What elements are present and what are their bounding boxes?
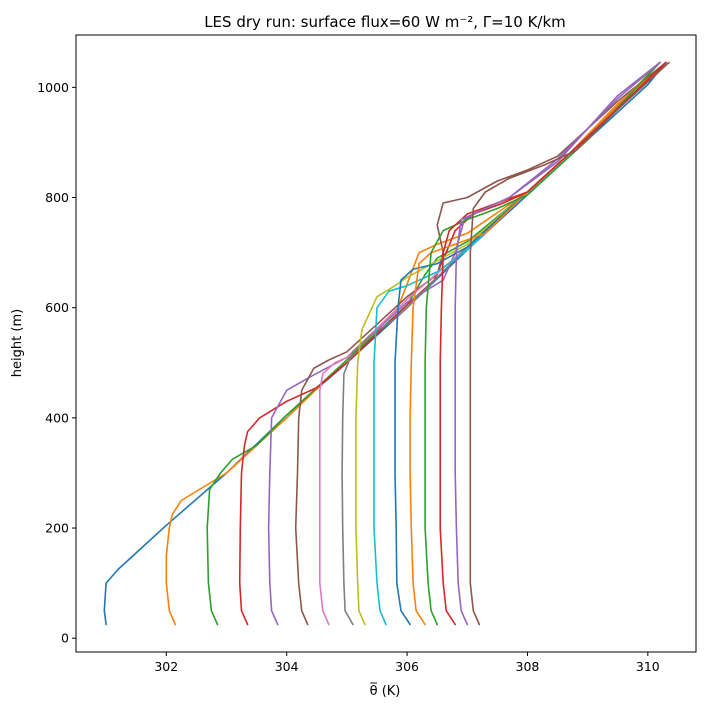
series-line-2 (165, 61, 667, 626)
y-axis: 0 200 400 600 800 1000 (37, 80, 76, 646)
series-line-4 (238, 61, 667, 626)
y-axis-label: height (m) (10, 309, 25, 377)
x-tick-label: 308 (516, 659, 540, 674)
chart-title: LES dry run: surface flux=60 W m⁻², Γ=10… (204, 13, 566, 31)
series-line-14 (439, 61, 667, 626)
y-tick-label: 0 (61, 631, 69, 646)
series-line-16 (469, 61, 670, 626)
series-line-7 (318, 61, 661, 626)
x-tick-label: 304 (275, 659, 299, 674)
y-tick-label: 400 (45, 410, 69, 425)
series-line-6 (294, 61, 667, 626)
series-line-5 (267, 61, 661, 626)
series-line-15 (454, 61, 661, 626)
x-axis-label: θ̅ (K) (370, 683, 401, 699)
series-line-13 (424, 61, 661, 626)
y-tick-label: 800 (45, 190, 69, 205)
plot-frame (75, 34, 697, 653)
series-line-9 (355, 61, 661, 626)
plot-area (103, 61, 670, 626)
y-tick-label: 200 (45, 521, 69, 536)
series-line-8 (341, 61, 661, 626)
x-tick-label: 302 (154, 659, 178, 674)
series-line-3 (206, 61, 661, 626)
series-line-11 (394, 61, 661, 626)
x-axis: 302 304 306 308 310 (154, 652, 660, 674)
series-line-12 (409, 61, 661, 626)
series-line-1 (103, 61, 667, 626)
x-tick-label: 306 (395, 659, 419, 674)
x-tick-label: 310 (636, 659, 660, 674)
series-line-10 (373, 61, 661, 626)
y-tick-label: 1000 (37, 80, 69, 95)
y-tick-label: 600 (45, 300, 69, 315)
